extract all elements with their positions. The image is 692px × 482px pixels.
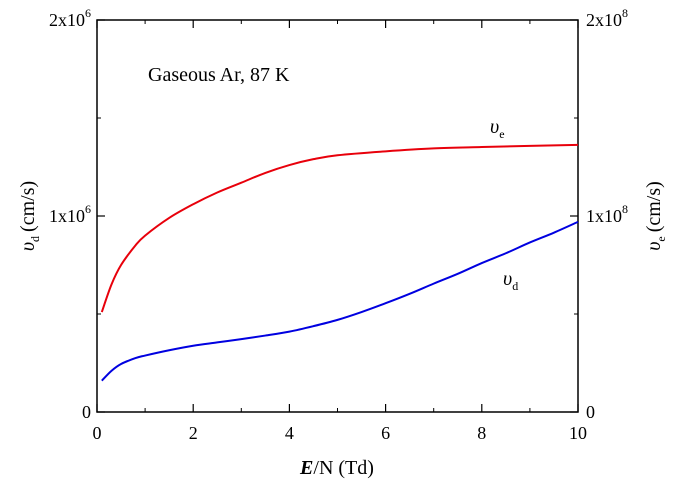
y-left-tick-label: 0 (82, 402, 91, 422)
y-axis-label-right: υe(cm/s) (643, 181, 668, 251)
y-left-tick-label: 1x106 (49, 202, 91, 226)
series-line-vd (101, 220, 579, 382)
x-tick-label: 8 (477, 423, 486, 443)
y-right-tick-label: 2x108 (586, 6, 628, 30)
x-tick-label: 6 (381, 423, 390, 443)
y-left-tick-label: 2x106 (49, 6, 91, 30)
x-axis-label: E/N (Td) (299, 457, 374, 479)
y-right-tick-label: 0 (586, 402, 595, 422)
x-tick-label: 4 (285, 423, 294, 443)
series-line-ve (100, 143, 579, 313)
x-tick-label: 10 (569, 423, 587, 443)
series-label-vd: υd (503, 268, 518, 293)
x-tick-label: 0 (93, 423, 102, 443)
series-label-ve: υe (490, 116, 505, 141)
y-axis-label-left: υd(cm/s) (17, 181, 42, 251)
annotation: Gaseous Ar, 87 K (148, 64, 290, 86)
y-right-tick-label: 1x108 (586, 202, 628, 226)
x-tick-label: 2 (189, 423, 198, 443)
